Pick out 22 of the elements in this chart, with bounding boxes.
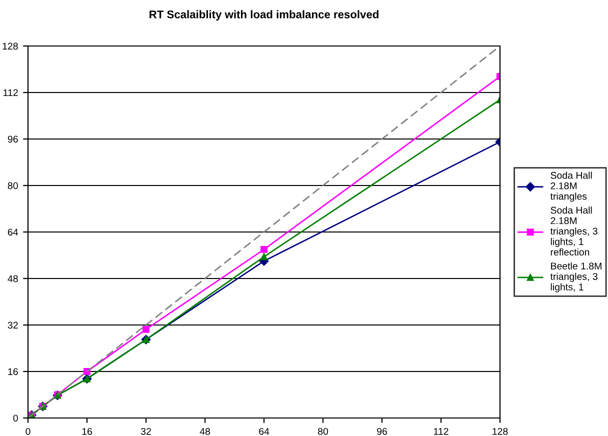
x-tick-label: 112 (434, 428, 448, 435)
y-tick-label: 128 (2, 42, 18, 50)
x-tick-label: 64 (259, 428, 270, 435)
y-tick-label: 32 (8, 322, 18, 329)
legend-label: Beetle 1.8M triangles, 3 lights, 1 (550, 262, 602, 292)
x-tick-label: 32 (140, 428, 151, 435)
y-tick-label: 96 (8, 136, 18, 143)
x-tick-label: 128 (492, 428, 508, 435)
y-tick-label: 48 (8, 275, 18, 282)
x-tick-label: 48 (200, 428, 210, 435)
y-tick-label: 16 (8, 368, 18, 376)
x-tick-label: 16 (82, 428, 92, 435)
x-tick-label: 80 (318, 428, 328, 435)
chart-title: RT Scalaiblity with load imbalance resolved (150, 10, 378, 21)
legend-label: Soda Hall 2.18M triangles (550, 172, 592, 202)
y-tick-label: 0 (13, 414, 18, 422)
x-tick-label: 0 (26, 428, 30, 435)
y-tick-label: 64 (8, 228, 18, 236)
x-tick-label: 96 (377, 428, 387, 435)
legend-label: Soda Hall 2.18M triangles, 3 lights, 1 reflection (550, 206, 598, 256)
y-tick-label: 80 (8, 182, 18, 190)
y-tick-label: 112 (4, 89, 18, 96)
